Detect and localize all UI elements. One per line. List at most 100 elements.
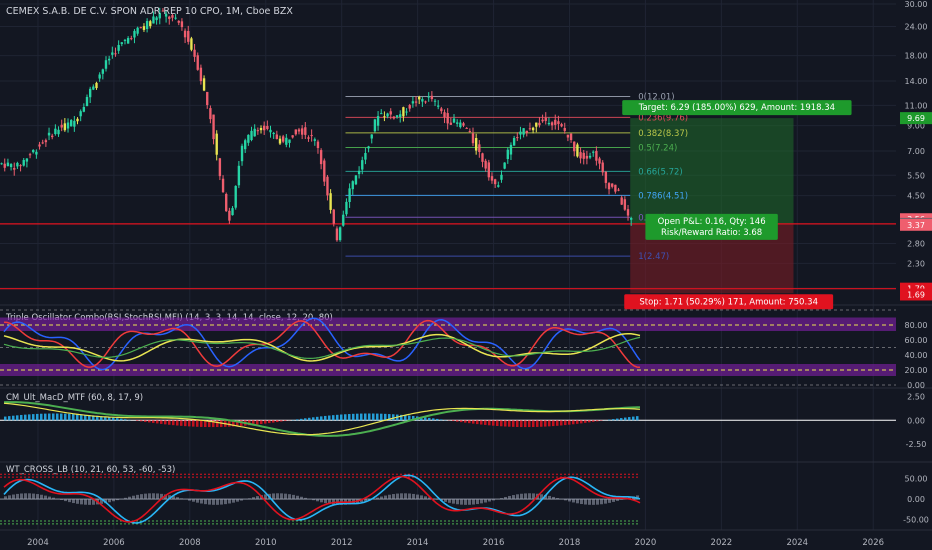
candle-body [617, 189, 620, 191]
candle-body [57, 129, 60, 135]
candle-body [149, 21, 152, 27]
wavetrend-histogram-bar [24, 493, 27, 500]
stochrsi-d-line [3, 319, 641, 369]
stop-label-bg [624, 294, 834, 310]
macd-histogram-bar [556, 420, 559, 426]
candle-body [88, 88, 92, 98]
macd-histogram-bar [588, 420, 591, 423]
candle-body [579, 152, 582, 159]
candle-body [623, 199, 627, 210]
wavetrend-histogram-bar [88, 499, 91, 505]
wavetrend-histogram-bar [224, 499, 227, 505]
wavetrend-histogram-bar [580, 499, 583, 505]
fibonacci-retracement[interactable]: 0(12.01) 0.236(9.76) 0.382(8.37) 0.5(7.24) 0… [345, 92, 688, 262]
x-tick-label: 2018 [559, 538, 581, 548]
candle-body [85, 96, 89, 107]
candle-body [250, 130, 253, 141]
wavetrend-histogram-bar [140, 494, 143, 500]
macd-histogram-bar [628, 417, 631, 421]
macd-pane[interactable]: CM_Ult_MacD_MTF (60, 8, 17, 9) 2.50 0.00 -… [0, 393, 926, 449]
macd-histogram-bar [148, 420, 151, 423]
x-tick-label: 2008 [179, 538, 201, 548]
macd-histogram-bar [100, 416, 103, 421]
macd-histogram-bar [392, 414, 395, 421]
candle-body [604, 171, 608, 183]
y-tick-label: 11.00 [905, 101, 928, 110]
wavetrend-histogram-bar [516, 494, 519, 500]
price-axis[interactable]: 30.00 24.00 18.00 14.00 11.00 9.00 7.00 5.50 4.5… [900, 0, 932, 301]
wavetrend-pane[interactable]: WT_CROSS_LB (10, 21, 60, 53, -60, -53) 5… [0, 465, 929, 525]
macd-histogram-bar [204, 420, 207, 428]
candle-body [272, 132, 275, 135]
macd-histogram-bar [572, 420, 575, 425]
target-zone [630, 118, 794, 224]
candle-body [111, 52, 114, 55]
candle-body [234, 185, 237, 208]
macd-histogram-bar [480, 420, 483, 425]
rsi-line [3, 332, 641, 362]
macd-histogram-bar [592, 420, 595, 422]
macd-histogram-bar [144, 420, 147, 422]
macd-histogram-bar [564, 420, 567, 426]
macd-histogram-bar [120, 418, 123, 421]
wavetrend-histogram-bar [464, 499, 467, 505]
macd-histogram-bar [512, 420, 515, 427]
candle-body [506, 149, 509, 160]
candle-body [323, 160, 326, 182]
macd-histogram-bar [116, 418, 119, 421]
candle-body [481, 153, 484, 162]
wavetrend-histogram-bar [72, 499, 75, 504]
candle-body [528, 128, 532, 130]
macd-histogram-bar [168, 420, 171, 425]
wavetrend-histogram-bar [436, 499, 439, 500]
candle-body [240, 145, 244, 162]
candle-body [51, 135, 54, 138]
wavetrend-histogram-bar [40, 494, 43, 500]
candle-body [519, 131, 522, 135]
candle-body [335, 228, 339, 241]
stochrsi-k-line [3, 317, 641, 371]
candle-body [376, 116, 380, 126]
candle-body [73, 120, 76, 127]
x-tick-label: 2010 [255, 538, 277, 548]
wavetrend-histogram-bar [620, 499, 623, 500]
wavetrend-histogram-bar [448, 499, 451, 503]
macd-histogram-bar [364, 413, 367, 421]
macd-histogram-bar [104, 416, 107, 421]
wavetrend-histogram-bar [28, 493, 31, 500]
macd-histogram-bar [296, 419, 299, 421]
wavetrend-histogram-bar [256, 496, 259, 500]
time-axis[interactable]: 2004 2006 2008 2010 2012 2014 2016 2018 2020 2022… [27, 538, 884, 548]
wavetrend-histogram-bar [156, 493, 159, 500]
candle-body [202, 78, 206, 91]
wavetrend-histogram-bar [212, 499, 215, 505]
macd-histogram-bar [408, 415, 411, 421]
wavetrend-histogram-bar [148, 493, 151, 500]
macd-histogram-bar [596, 420, 599, 422]
fib-level-label: 0.5(7.24) [638, 144, 677, 154]
wavetrend-histogram-bar [192, 499, 195, 502]
candle-body [294, 129, 298, 135]
macd-histogram-bar [384, 413, 387, 421]
wavetrend-histogram-bar [196, 499, 199, 503]
triple-oscillator-pane[interactable]: Triple Oscillator Combo(RSI,StochRSI,MFI… [0, 309, 927, 390]
wavetrend-histogram-bar [444, 499, 447, 502]
wavetrend-histogram-bar [420, 495, 423, 500]
wavetrend-histogram-bar [592, 499, 595, 505]
wavetrend-histogram-bar [20, 493, 23, 500]
macd-histogram-bar [500, 420, 503, 427]
wavetrend-histogram-bar [532, 493, 535, 500]
price-pane[interactable]: 0(12.01) 0.236(9.76) 0.382(8.37) 0.5(7.24) 0… [0, 6, 896, 310]
wavetrend-histogram-bar [392, 494, 395, 500]
price-badge [900, 288, 932, 301]
wavetrend-histogram-bar [400, 493, 403, 500]
macd-histogram-bar [620, 418, 623, 421]
signal-line [3, 402, 641, 436]
wavetrend-histogram-bar [564, 499, 567, 501]
macd-histogram-bar [356, 413, 359, 421]
macd-histogram-bar [24, 414, 27, 421]
candle-body [452, 118, 456, 123]
macd-histogram-bar [464, 420, 467, 423]
